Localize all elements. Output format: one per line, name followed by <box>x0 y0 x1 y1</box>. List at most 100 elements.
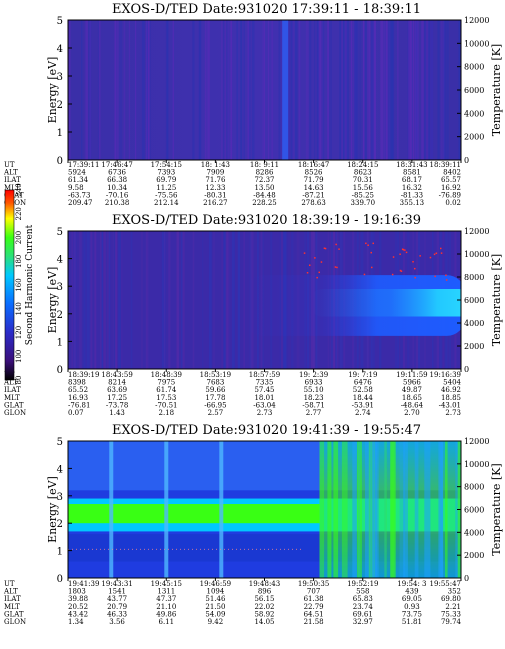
ephemeris-value: 23.74 <box>353 603 374 611</box>
streak <box>372 441 378 578</box>
streak <box>145 20 147 160</box>
streak <box>161 231 165 369</box>
ephemeris-value: 65.83 <box>353 595 373 603</box>
ephemeris-value: -70.51 <box>155 401 177 409</box>
panel-1: EXOS-D/TED Date:931020 17:39:11 - 18:39:… <box>3 2 503 207</box>
speckle <box>435 252 438 254</box>
ephemeris-value: 7975 <box>157 379 175 387</box>
streak <box>373 20 376 160</box>
streak <box>164 231 166 369</box>
ephemeris-value: 7683 <box>206 379 224 387</box>
green-band <box>68 504 320 524</box>
ephemeris-value: 19:11:59 <box>396 371 427 379</box>
streak <box>119 20 122 160</box>
streak <box>224 231 226 369</box>
ephemeris-row-label: GLON <box>4 199 26 207</box>
y-tick-label: 2 <box>57 100 63 111</box>
speckle <box>316 276 318 279</box>
streak <box>267 20 270 160</box>
ephemeris-value: 39.88 <box>68 595 88 603</box>
streak <box>140 231 143 369</box>
ephemeris-value: 58.92 <box>254 610 274 618</box>
ephemeris-value: -63.04 <box>253 401 276 409</box>
vertical-stripe <box>219 441 224 578</box>
streak <box>295 20 298 160</box>
ephemeris-value: -73.78 <box>106 401 128 409</box>
streak <box>115 231 118 369</box>
speckle <box>440 247 442 250</box>
ephemeris-value: 56.15 <box>254 595 274 603</box>
ephemeris-value: 5966 <box>403 379 421 387</box>
ephemeris-value: 2.70 <box>404 409 420 417</box>
ephemeris-value: 6476 <box>354 379 372 387</box>
streak <box>262 20 264 160</box>
ion-band-core <box>311 288 461 317</box>
ephemeris-value: 5404 <box>443 379 461 387</box>
streak <box>108 231 111 369</box>
ephemeris-value: -43.01 <box>439 401 461 409</box>
streak <box>372 441 379 578</box>
ephemeris-value: 61.38 <box>304 595 324 603</box>
chart-title: EXOS-D/TED Date:931020 19:41:39 - 19:55:… <box>112 423 421 438</box>
streak <box>263 20 265 160</box>
ephemeris-value: 2.18 <box>159 409 175 417</box>
streak <box>99 20 101 160</box>
streak <box>224 20 226 160</box>
ephemeris-value: 18.65 <box>402 394 422 402</box>
streak <box>123 20 126 160</box>
ephemeris-row-label: ILAT <box>4 176 21 184</box>
streak <box>288 20 291 160</box>
ephemeris-value: 22.79 <box>304 603 324 611</box>
ephemeris-value: 17.53 <box>156 394 176 402</box>
ephemeris-value: 6736 <box>108 169 126 177</box>
ephemeris-value: -81.33 <box>401 191 423 199</box>
streak <box>319 441 325 578</box>
y-tick-label: 3 <box>57 492 63 503</box>
ephemeris-value: 0.07 <box>68 409 84 417</box>
ephemeris-value: 20.52 <box>68 603 88 611</box>
y2-tick-label: 4000 <box>464 109 484 118</box>
ephemeris-value: 19:43:31 <box>101 580 132 588</box>
ephemeris-row-label: GLAT <box>4 610 24 618</box>
y2-tick-label: 8000 <box>464 273 484 282</box>
streak <box>292 20 294 160</box>
colorbar-tick-label: 80 <box>15 376 23 385</box>
ephemeris-value: 17:46:47 <box>101 161 132 169</box>
streak <box>128 20 130 160</box>
streak <box>424 20 427 160</box>
speckle <box>363 273 366 276</box>
streak <box>309 20 312 160</box>
streak <box>82 231 86 369</box>
ephemeris-value: 0.93 <box>404 603 420 611</box>
ephemeris-value: 18.01 <box>254 394 274 402</box>
speckle <box>405 251 408 254</box>
streak <box>102 231 104 369</box>
speckle <box>314 257 316 259</box>
ephemeris-value: 18.85 <box>441 394 461 402</box>
streak <box>115 231 117 369</box>
ephemeris-value: 52.58 <box>353 386 373 394</box>
colorbar-tick-label: 140 <box>15 302 23 315</box>
colorbar-tick-label: 200 <box>15 231 23 244</box>
ephemeris-row-label: ALT <box>3 379 18 387</box>
y-tick-label: 1 <box>57 337 63 348</box>
streak <box>367 20 369 160</box>
ephemeris-value: 18:31:43 <box>396 161 427 169</box>
ephemeris-value: 16.32 <box>402 184 422 192</box>
y-tick-label: 4 <box>57 44 63 55</box>
y2-tick-label: 0 <box>464 365 469 374</box>
streak <box>356 20 359 160</box>
streak <box>113 231 116 369</box>
streak <box>321 20 323 160</box>
y-axis-label: Energy [eV] <box>46 57 59 124</box>
speckle <box>392 256 395 258</box>
y2-tick-label: 6000 <box>464 86 484 95</box>
streak <box>412 20 414 160</box>
ephemeris-value: 2.77 <box>306 409 322 417</box>
streak <box>384 20 386 160</box>
speckle <box>440 252 443 254</box>
streak <box>248 20 251 160</box>
streak <box>380 20 384 160</box>
y2-tick-label: 6000 <box>464 296 484 305</box>
ephemeris-value: 16.92 <box>441 184 461 192</box>
